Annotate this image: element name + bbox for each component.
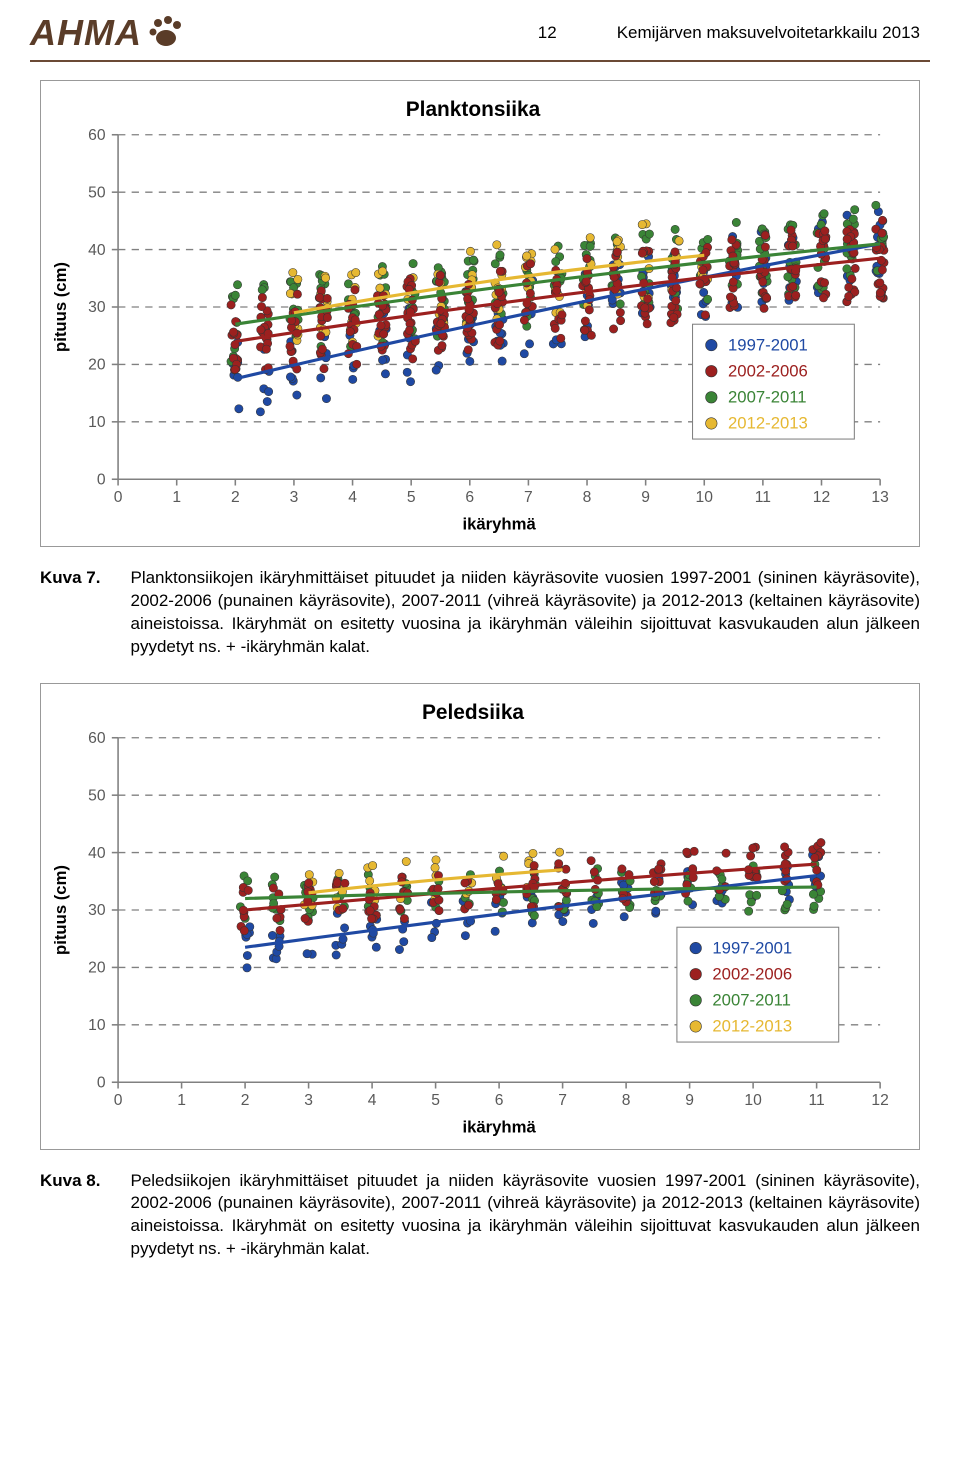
svg-text:11: 11 [808, 1092, 824, 1109]
svg-text:2002-2006: 2002-2006 [712, 964, 792, 983]
caption-1-text: Planktonsiikojen ikäryhmittäiset pituude… [130, 567, 920, 659]
caption-1: Kuva 7. Planktonsiikojen ikäryhmittäiset… [40, 567, 920, 659]
svg-text:pituus (cm): pituus (cm) [51, 262, 70, 352]
svg-text:5: 5 [431, 1092, 440, 1109]
chart-2-frame: Peledsiika01234567891011120102030405060i… [40, 683, 920, 1150]
svg-text:10: 10 [696, 489, 714, 506]
paw-icon [146, 13, 186, 53]
page-number: 12 [538, 23, 557, 43]
chart-1-frame: Planktonsiika012345678910111213010203040… [40, 80, 920, 547]
svg-text:7: 7 [524, 489, 533, 506]
svg-text:pituus (cm): pituus (cm) [51, 865, 70, 955]
caption-2: Kuva 8. Peledsiikojen ikäryhmittäiset pi… [40, 1170, 920, 1262]
svg-text:1: 1 [172, 489, 181, 506]
doc-title: Kemijärven maksuvelvoitetarkkailu 2013 [617, 23, 920, 43]
svg-text:1997-2001: 1997-2001 [712, 938, 792, 957]
svg-text:6: 6 [495, 1092, 504, 1109]
svg-text:9: 9 [641, 489, 650, 506]
svg-text:ikäryhmä: ikäryhmä [462, 1117, 536, 1136]
svg-text:50: 50 [88, 787, 106, 804]
svg-text:0: 0 [97, 471, 106, 488]
svg-text:8: 8 [583, 489, 592, 506]
svg-text:12: 12 [813, 489, 830, 506]
svg-text:40: 40 [88, 844, 106, 861]
svg-text:2007-2011: 2007-2011 [712, 990, 791, 1009]
svg-text:1: 1 [177, 1092, 186, 1109]
svg-text:6: 6 [465, 489, 474, 506]
svg-text:3: 3 [290, 489, 299, 506]
page-header: AHMA 12 Kemijärven maksuvelvoitetarkkail… [0, 0, 960, 54]
svg-text:Peledsiika: Peledsiika [422, 701, 524, 724]
svg-text:12: 12 [871, 1092, 888, 1109]
svg-text:3: 3 [304, 1092, 313, 1109]
svg-text:0: 0 [114, 1092, 123, 1109]
svg-text:2007-2011: 2007-2011 [728, 388, 807, 407]
page-content: Planktonsiika012345678910111213010203040… [0, 80, 960, 1325]
svg-text:Planktonsiika: Planktonsiika [406, 98, 541, 121]
svg-text:2012-2013: 2012-2013 [712, 1016, 792, 1035]
chart-1: Planktonsiika012345678910111213010203040… [45, 93, 901, 542]
svg-text:9: 9 [685, 1092, 694, 1109]
chart-2: Peledsiika01234567891011120102030405060i… [45, 696, 901, 1145]
svg-text:7: 7 [558, 1092, 567, 1109]
header-rule [30, 60, 930, 62]
svg-text:30: 30 [88, 299, 106, 316]
svg-text:20: 20 [88, 959, 106, 976]
caption-1-label: Kuva 7. [40, 567, 100, 659]
svg-text:60: 60 [88, 730, 106, 747]
svg-text:50: 50 [88, 184, 106, 201]
header-title: 12 Kemijärven maksuvelvoitetarkkailu 201… [538, 23, 920, 43]
svg-text:0: 0 [114, 489, 123, 506]
svg-text:10: 10 [88, 414, 106, 431]
logo-text: AHMA [30, 12, 142, 54]
svg-text:10: 10 [744, 1092, 762, 1109]
svg-text:2: 2 [231, 489, 240, 506]
svg-text:2012-2013: 2012-2013 [728, 414, 808, 433]
svg-text:2002-2006: 2002-2006 [728, 361, 808, 380]
svg-text:4: 4 [348, 489, 357, 506]
svg-text:0: 0 [97, 1074, 106, 1091]
caption-2-text: Peledsiikojen ikäryhmittäiset pituudet j… [130, 1170, 920, 1262]
svg-text:13: 13 [871, 489, 889, 506]
svg-text:4: 4 [368, 1092, 377, 1109]
svg-text:30: 30 [88, 902, 106, 919]
svg-text:5: 5 [407, 489, 416, 506]
logo: AHMA [30, 12, 186, 54]
svg-text:60: 60 [88, 127, 106, 144]
svg-text:11: 11 [755, 489, 771, 506]
svg-text:8: 8 [622, 1092, 631, 1109]
svg-text:10: 10 [88, 1017, 106, 1034]
svg-text:20: 20 [88, 357, 106, 374]
svg-text:ikäryhmä: ikäryhmä [462, 514, 536, 533]
svg-text:1997-2001: 1997-2001 [728, 335, 808, 354]
svg-text:2: 2 [241, 1092, 250, 1109]
caption-2-label: Kuva 8. [40, 1170, 100, 1262]
svg-text:40: 40 [88, 242, 106, 259]
